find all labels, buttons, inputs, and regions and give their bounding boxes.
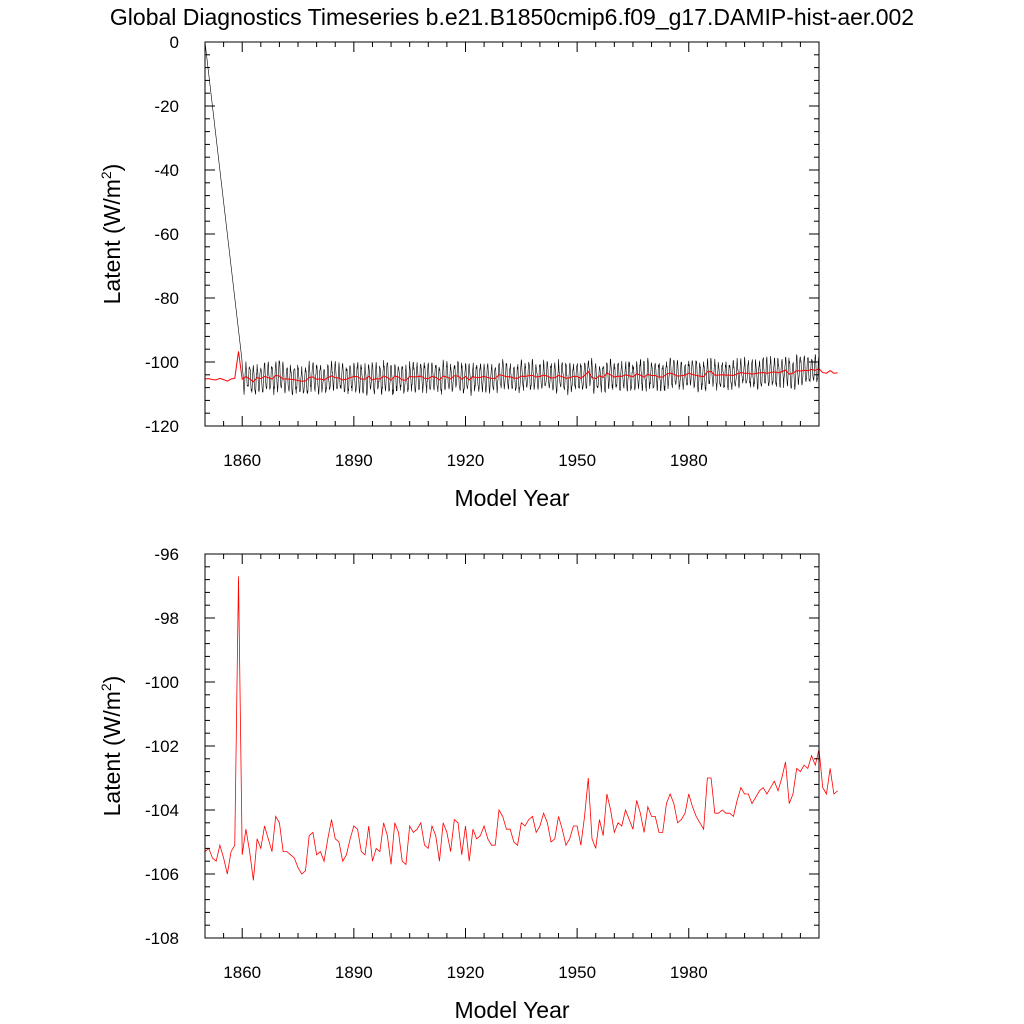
plot-frame-bottom: [204, 553, 820, 939]
y-tick-label: -60: [154, 225, 179, 244]
x-tick-label: 1890: [335, 451, 373, 470]
x-tick-label: 1980: [670, 963, 708, 982]
y-tick-label: -108: [145, 929, 179, 948]
x-tick-label: 1920: [447, 963, 485, 982]
x-axis-label-bottom: Model Year: [454, 997, 569, 1023]
y-tick-label: -40: [154, 161, 179, 180]
y-tick-label: -106: [145, 865, 179, 884]
annual-series-line: [204, 576, 838, 881]
y-tick-label: -20: [154, 97, 179, 116]
y-tick-label: -98: [154, 609, 179, 628]
figure-title: Global Diagnostics Timeseries b.e21.B185…: [110, 4, 914, 30]
ticks-layer-bottom: 1860 1890 1920 1950 1980 -96 -98 -100 -102 -104 -1…: [145, 545, 820, 982]
y-axis-label-bottom: Latent (W/m2): [98, 676, 125, 817]
panel-bottom: 1860 1890 1920 1950 1980 -96 -98 -100 -102 -104 -1…: [98, 545, 838, 1023]
series-layer-top: [204, 41, 838, 396]
panel-top: 1860 1890 1920 1950 1980 0 -20 -40 -60 -80 -100 -12…: [98, 33, 838, 511]
ticks-layer-top: 1860 1890 1920 1950 1980 0 -20 -40 -60 -80 -100 -12…: [145, 33, 820, 470]
y-tick-label: 0: [170, 33, 179, 52]
x-axis-label-top: Model Year: [454, 485, 569, 511]
x-tick-label: 1950: [558, 963, 596, 982]
y-tick-label: -80: [154, 289, 179, 308]
plot-frame-top: [204, 41, 820, 427]
x-tick-label: 1980: [670, 451, 708, 470]
y-tick-label: -100: [145, 353, 179, 372]
y-tick-label: -100: [145, 673, 179, 692]
y-tick-label: -96: [154, 545, 179, 564]
monthly-series-line: [204, 41, 820, 396]
annual-series-line: [204, 351, 838, 383]
x-tick-label: 1890: [335, 963, 373, 982]
y-tick-label: -104: [145, 801, 179, 820]
y-tick-label: -120: [145, 417, 179, 436]
series-layer-bottom: [204, 576, 838, 881]
x-tick-label: 1950: [558, 451, 596, 470]
x-tick-label: 1920: [447, 451, 485, 470]
y-axis-label-top: Latent (W/m2): [98, 164, 125, 305]
x-tick-label: 1860: [223, 963, 261, 982]
y-tick-label: -102: [145, 737, 179, 756]
x-tick-label: 1860: [223, 451, 261, 470]
